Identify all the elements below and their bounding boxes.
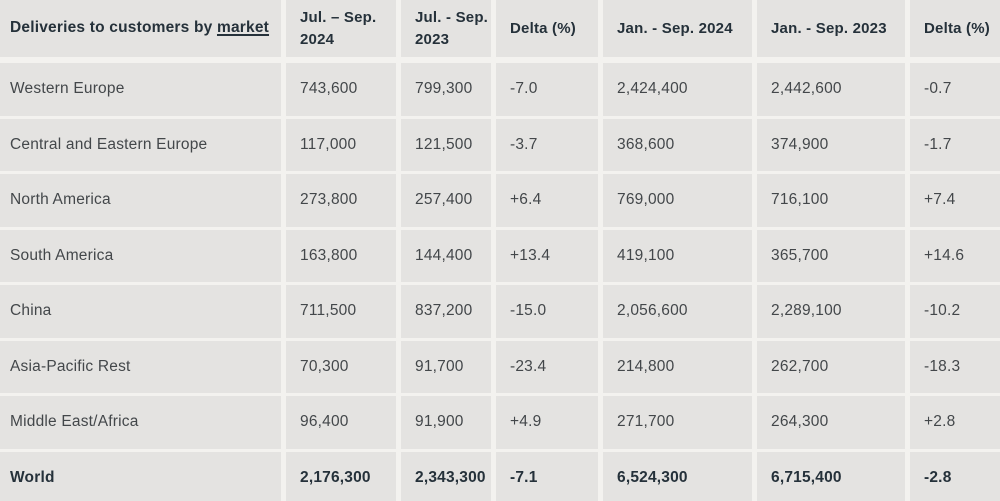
value-cell: -2.8: [910, 451, 1000, 501]
column-header-jan-sep-2023: Jan. - Sep. 2023: [757, 0, 905, 57]
column-header-jul-sep-2024: Jul. – Sep. 2024: [286, 0, 396, 57]
value-cell: 743,600: [286, 63, 396, 116]
table-title: Deliveries to customers by market: [0, 0, 281, 57]
value-cell: -18.3: [910, 340, 1000, 393]
value-cell: -7.1: [496, 451, 598, 501]
column-header-jan-sep-2024: Jan. - Sep. 2024: [603, 0, 752, 57]
value-cell: 96,400: [286, 396, 396, 449]
value-cell: +4.9: [496, 396, 598, 449]
value-cell: 2,442,600: [757, 63, 905, 116]
value-cell: 419,100: [603, 229, 752, 282]
value-cell: +13.4: [496, 229, 598, 282]
value-cell: 117,000: [286, 118, 396, 171]
value-cell: 365,700: [757, 229, 905, 282]
value-cell: 6,715,400: [757, 451, 905, 501]
value-cell: -3.7: [496, 118, 598, 171]
value-cell: 271,700: [603, 396, 752, 449]
value-cell: +7.4: [910, 174, 1000, 227]
value-cell: -15.0: [496, 285, 598, 338]
column-header-delta-q3: Delta (%): [496, 0, 598, 57]
value-cell: 70,300: [286, 340, 396, 393]
value-cell: -10.2: [910, 285, 1000, 338]
market-link[interactable]: market: [216, 19, 270, 37]
value-cell: 264,300: [757, 396, 905, 449]
column-header-delta-ytd: Delta (%): [910, 0, 1000, 57]
value-cell: -7.0: [496, 63, 598, 116]
value-cell: 716,100: [757, 174, 905, 227]
market-cell: Western Europe: [0, 63, 281, 116]
value-cell: 91,900: [401, 396, 491, 449]
table-title-text: Deliveries to customers by: [10, 19, 217, 37]
value-cell: 91,700: [401, 340, 491, 393]
value-cell: 2,056,600: [603, 285, 752, 338]
table-body: Western Europe 743,600 799,300 -7.0 2,42…: [0, 63, 1000, 501]
value-cell: 163,800: [286, 229, 396, 282]
value-cell: 799,300: [401, 63, 491, 116]
value-cell: 2,289,100: [757, 285, 905, 338]
value-cell: 711,500: [286, 285, 396, 338]
value-cell: 262,700: [757, 340, 905, 393]
value-cell: 2,424,400: [603, 63, 752, 116]
market-cell: Middle East/Africa: [0, 396, 281, 449]
value-cell: 837,200: [401, 285, 491, 338]
value-cell: 6,524,300: [603, 451, 752, 501]
value-cell: -23.4: [496, 340, 598, 393]
market-cell: China: [0, 285, 281, 338]
market-cell: Central and Eastern Europe: [0, 118, 281, 171]
value-cell: 2,176,300: [286, 451, 396, 501]
market-cell: Asia-Pacific Rest: [0, 340, 281, 393]
value-cell: 121,500: [401, 118, 491, 171]
market-cell: South America: [0, 229, 281, 282]
column-header-jul-sep-2023: Jul. - Sep. 2023: [401, 0, 491, 57]
table-header-row: Deliveries to customers by market Jul. –…: [0, 0, 1000, 57]
value-cell: 2,343,300: [401, 451, 491, 501]
value-cell: 257,400: [401, 174, 491, 227]
value-cell: -0.7: [910, 63, 1000, 116]
value-cell: +6.4: [496, 174, 598, 227]
market-cell: World: [0, 451, 281, 501]
value-cell: -1.7: [910, 118, 1000, 171]
value-cell: 214,800: [603, 340, 752, 393]
value-cell: 769,000: [603, 174, 752, 227]
value-cell: 273,800: [286, 174, 396, 227]
market-cell: North America: [0, 174, 281, 227]
value-cell: 374,900: [757, 118, 905, 171]
value-cell: +2.8: [910, 396, 1000, 449]
value-cell: 144,400: [401, 229, 491, 282]
value-cell: 368,600: [603, 118, 752, 171]
value-cell: +14.6: [910, 229, 1000, 282]
